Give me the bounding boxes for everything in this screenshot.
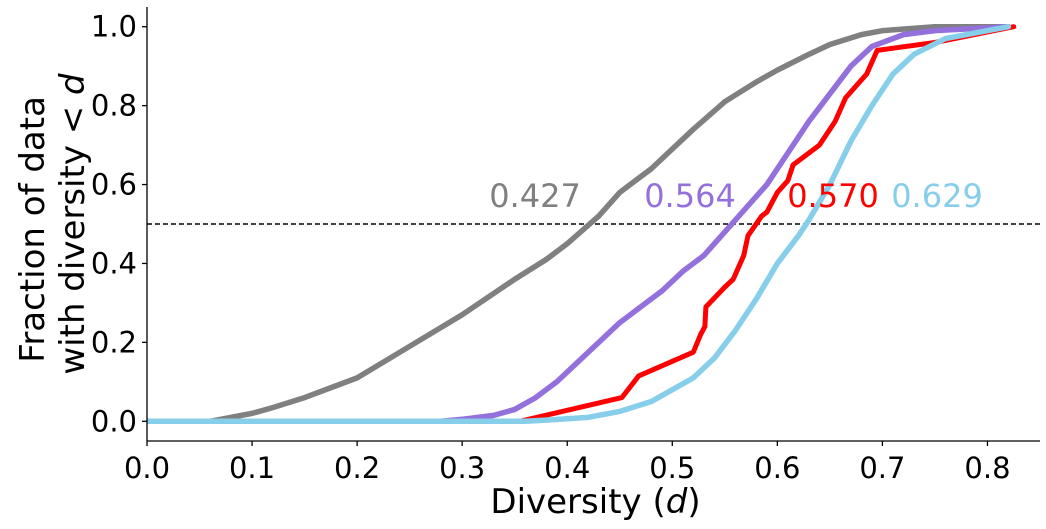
y-axis-title: Fraction of data with diversity < d xyxy=(13,73,93,375)
tick-labels: 0.0 0.1 0.2 0.3 0.4 0.5 0.6 0.7 0.8 0.0 0.2 0.4 0.6 0… xyxy=(91,10,1011,485)
x-tick-label: 0.4 xyxy=(544,451,590,485)
x-tick-label: 0.5 xyxy=(649,451,695,485)
y-tick-label: 1.0 xyxy=(91,10,137,44)
x-tick-label: 0.3 xyxy=(439,451,485,485)
x-tick-label: 0.0 xyxy=(124,451,170,485)
median-label-3: 0.570 xyxy=(787,177,879,215)
y-axis-title-line1: Fraction of data xyxy=(13,96,53,363)
y-axis-title-line2: with diversity < d xyxy=(53,73,93,375)
x-tick-label: 0.6 xyxy=(754,451,800,485)
median-annotations: 0.427 0.564 0.570 0.629 xyxy=(489,177,983,215)
x-axis-title: Diversity (d) xyxy=(490,482,700,522)
y-tick-label: 0.0 xyxy=(91,404,137,438)
x-tick-label: 0.1 xyxy=(229,451,275,485)
x-tick-label: 0.2 xyxy=(334,451,380,485)
median-label-4: 0.629 xyxy=(891,177,983,215)
plot-area xyxy=(147,23,1040,425)
median-label-1: 0.427 xyxy=(489,177,581,215)
y-tick-label: 0.2 xyxy=(91,325,137,359)
axes xyxy=(146,7,1040,442)
series-line-4 xyxy=(147,23,1012,425)
y-tick-label: 0.6 xyxy=(91,168,137,202)
median-label-2: 0.564 xyxy=(644,177,736,215)
y-tick-label: 0.8 xyxy=(91,89,137,123)
series-line-3 xyxy=(147,24,1017,424)
y-tick-label: 0.4 xyxy=(91,246,137,280)
x-tick-label: 0.7 xyxy=(859,451,905,485)
x-tick-label: 0.8 xyxy=(964,451,1010,485)
series-line-1 xyxy=(147,23,1012,425)
series-line-2 xyxy=(147,23,1012,425)
